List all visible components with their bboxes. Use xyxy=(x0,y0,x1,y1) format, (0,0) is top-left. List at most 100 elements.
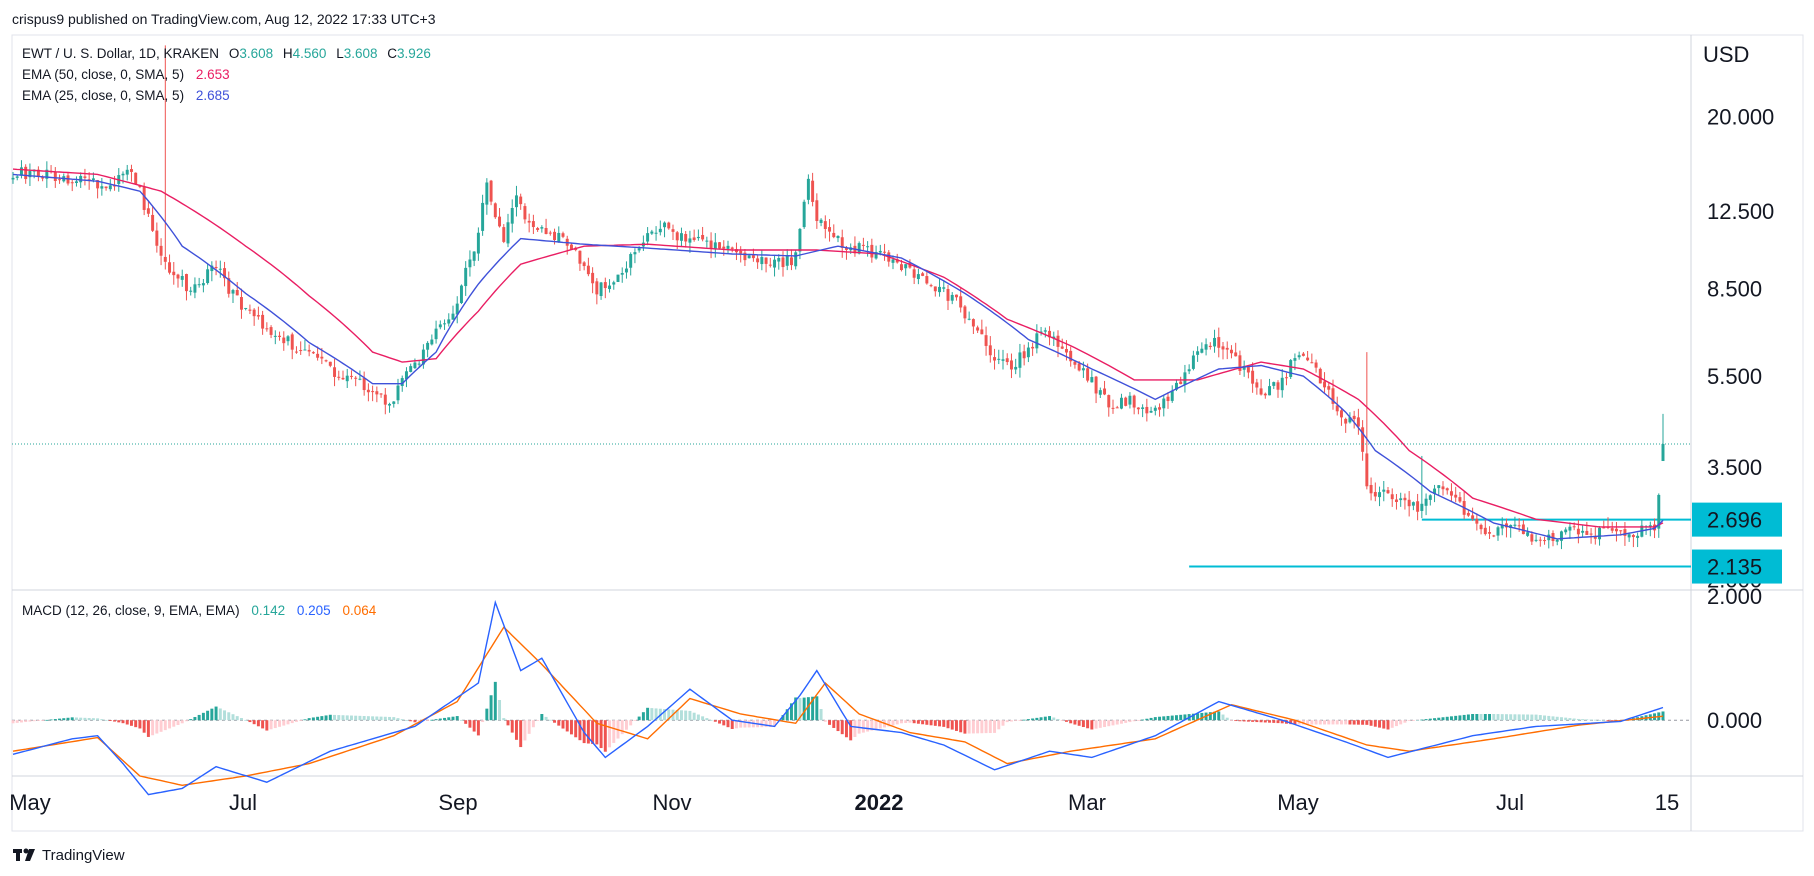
candle-body xyxy=(1094,376,1098,394)
candle-body xyxy=(400,378,404,387)
candle-body xyxy=(870,244,874,258)
candle-body xyxy=(688,238,692,243)
candle-body xyxy=(815,200,819,222)
macd-hist-bar xyxy=(811,696,815,721)
macd-hist-bar xyxy=(1242,720,1246,722)
candle-body xyxy=(227,278,231,294)
macd-hist-bar xyxy=(189,719,193,721)
macd-hist-bar xyxy=(1014,720,1018,721)
candle-body xyxy=(899,264,903,271)
macd-hist-bar xyxy=(62,718,66,721)
macd-hist-bar xyxy=(1441,717,1445,721)
candle-body xyxy=(1496,527,1500,536)
candle-body xyxy=(1623,529,1627,536)
macd-hist-bar xyxy=(519,720,523,748)
candle-body xyxy=(773,259,777,268)
macd-hist-bar xyxy=(493,681,497,721)
candle-body xyxy=(74,181,78,183)
macd-hist-bar xyxy=(781,715,785,721)
macd-hist-bar xyxy=(1492,714,1496,721)
macd-hist-bar xyxy=(328,714,332,721)
candle-body xyxy=(1428,495,1432,500)
candle-body xyxy=(514,195,518,208)
macd-hist-bar xyxy=(1610,720,1614,721)
candle-body xyxy=(553,231,557,240)
macd-hist-bar xyxy=(1356,720,1360,725)
macd-hist-bar xyxy=(218,708,222,721)
candle-body xyxy=(1454,494,1458,498)
macd-hist-bar xyxy=(53,719,57,721)
candle-body xyxy=(743,252,747,261)
candle-body xyxy=(1433,488,1437,494)
macd-hist-bar xyxy=(980,720,984,734)
candle-body xyxy=(1103,388,1107,395)
candle-body xyxy=(1572,526,1576,528)
candle-body xyxy=(1187,369,1191,372)
macd-line xyxy=(12,599,1664,796)
candle-body xyxy=(1132,395,1136,408)
macd-hist-bar xyxy=(443,717,447,721)
macd-hist-bar xyxy=(481,720,485,723)
candle-body xyxy=(1196,351,1200,355)
macd-hist-bar xyxy=(773,720,777,727)
macd-hist-bar xyxy=(396,718,400,721)
candle-body xyxy=(595,281,599,295)
candle-body xyxy=(45,169,49,179)
candle-body xyxy=(1449,491,1453,496)
candle-body xyxy=(1348,417,1352,423)
macd-hist-bar xyxy=(1090,720,1094,730)
macd-hist-bar xyxy=(1352,720,1356,725)
macd-hist-bar xyxy=(1382,720,1386,729)
macd-hist-bar xyxy=(1454,715,1458,721)
candle-body xyxy=(345,375,349,382)
macd-hist-bar xyxy=(1196,713,1200,721)
candle-body xyxy=(320,356,324,359)
candle-body xyxy=(938,286,942,293)
candle-body xyxy=(239,297,243,310)
macd-hist-bar xyxy=(485,708,489,721)
candle-body xyxy=(878,250,882,253)
candle-body xyxy=(379,393,383,395)
price-tick-label: 20.000 xyxy=(1707,105,1774,130)
macd-hist-bar xyxy=(853,720,857,737)
candle-body xyxy=(28,171,32,178)
macd-hist-bar xyxy=(472,720,476,732)
candle-body xyxy=(675,232,679,241)
candle-body xyxy=(883,251,887,253)
macd-hist-bar xyxy=(1111,720,1115,726)
candle-body xyxy=(1593,536,1597,539)
candle-body xyxy=(976,327,980,331)
candle-body xyxy=(603,282,607,289)
macd-hist-bar xyxy=(1466,714,1470,721)
candle-body xyxy=(485,182,489,205)
macd-hist-bar xyxy=(1217,711,1221,721)
macd-hist-bar xyxy=(1043,716,1047,721)
candle-body xyxy=(282,337,286,344)
macd-hist-bar xyxy=(1221,714,1225,721)
candle-body xyxy=(96,180,100,189)
macd-axis-ticks: 2.000 0.000 xyxy=(1707,584,1762,733)
macd-hist-bar xyxy=(404,720,408,721)
candle-body xyxy=(836,235,840,239)
macd-hist-bar xyxy=(210,708,214,721)
macd-hist-bar xyxy=(32,720,36,722)
candle-body xyxy=(912,269,916,278)
candle-body xyxy=(1517,525,1521,527)
macd-hist-bar xyxy=(984,720,988,734)
macd-hist-bar xyxy=(1598,719,1602,721)
candle-body xyxy=(789,257,793,266)
candle-body xyxy=(383,394,387,405)
macd-hist-bar xyxy=(426,720,430,721)
macd-hist-bar xyxy=(371,716,375,721)
macd-hist-bar xyxy=(366,716,370,721)
price-level-badges: 2.696 2.135 xyxy=(1692,502,1782,584)
candle-body xyxy=(1263,393,1267,396)
candle-body xyxy=(531,221,535,228)
macd-hist-bar xyxy=(83,717,87,721)
macd-hist-bar xyxy=(489,695,493,721)
macd-hist-bar xyxy=(176,720,180,726)
macd-hist-bar xyxy=(895,720,899,725)
macd-hist-bar xyxy=(142,720,146,733)
macd-hist-bar xyxy=(1564,717,1568,721)
